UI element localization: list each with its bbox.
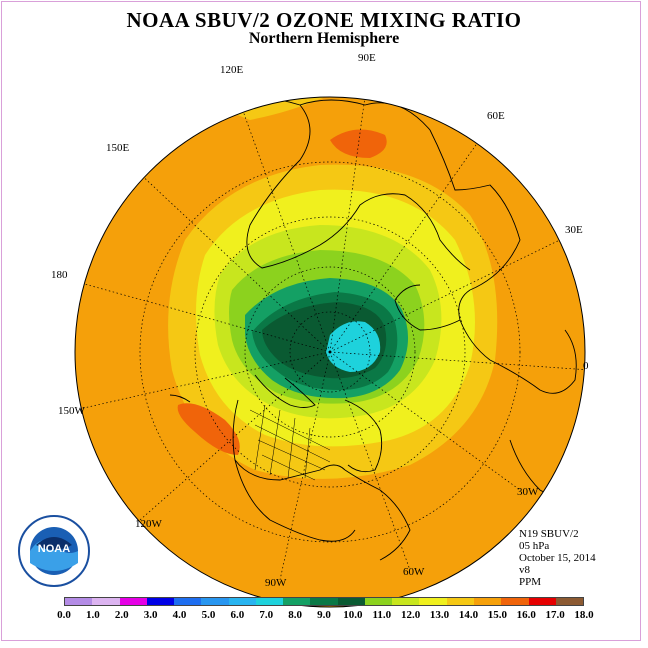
colorbar xyxy=(64,597,584,606)
colorbar-swatch xyxy=(364,598,393,605)
label-0: 0 xyxy=(583,360,589,372)
coastlines xyxy=(169,97,577,561)
colorbar-tick-label: 8.0 xyxy=(288,609,302,621)
colorbar-tick-label: 3.0 xyxy=(143,609,158,621)
label-90w: 90W xyxy=(265,577,287,589)
info-units: PPM xyxy=(519,576,542,588)
colorbar-swatch xyxy=(473,598,502,605)
label-90e: 90E xyxy=(358,52,376,64)
label-150w: 150W xyxy=(58,405,85,417)
field-band-15b xyxy=(177,403,240,455)
map-border xyxy=(74,96,586,608)
logo-text: NOAA xyxy=(38,543,70,555)
label-120w: 120W xyxy=(135,518,162,530)
colorbar-tick-label: 0.0 xyxy=(57,609,71,621)
colorbar-swatch xyxy=(446,598,474,605)
label-150e: 150E xyxy=(106,142,130,154)
colorbar-tick-label: 5.0 xyxy=(201,609,216,621)
colorbar-swatch xyxy=(228,598,256,605)
colorbar-swatch xyxy=(501,598,529,605)
colorbar-tick-label: 4.0 xyxy=(172,609,187,621)
field-band-15a xyxy=(330,129,387,158)
colorbar-swatch xyxy=(419,598,447,605)
info-date: October 15, 2014 xyxy=(519,552,596,564)
colorbar-swatch xyxy=(337,598,365,605)
colorbar-tick-label: 9.0 xyxy=(317,609,331,621)
figure-frame xyxy=(1,1,641,641)
colorbar-tick-label: 12.0 xyxy=(401,609,421,621)
label-120e: 120E xyxy=(220,64,244,76)
colorbar-swatch xyxy=(119,598,147,605)
colorbar-tick-label: 16.0 xyxy=(516,609,536,621)
state-borders xyxy=(249,404,331,481)
colorbar-tick-label: 18.0 xyxy=(574,609,594,621)
colorbar-swatch xyxy=(174,598,202,605)
colorbar-tick-label: 7.0 xyxy=(259,609,274,621)
label-60e: 60E xyxy=(487,110,505,122)
colorbar-swatch xyxy=(92,598,120,605)
info-block: N19 SBUV/2 05 hPa October 15, 2014 v8 PP… xyxy=(519,528,596,588)
label-30e: 30E xyxy=(565,224,583,236)
colorbar-swatch xyxy=(310,598,338,605)
label-180: 180 xyxy=(51,269,68,281)
label-30w: 30W xyxy=(517,486,539,498)
colorbar-tick-label: 1.0 xyxy=(86,609,100,621)
colorbar-swatch xyxy=(555,598,584,605)
graticule xyxy=(75,97,585,581)
colorbar-tick-label: 14.0 xyxy=(458,609,479,621)
colorbar-swatch xyxy=(392,598,420,605)
colorbar-swatch xyxy=(283,598,311,605)
colorbar-swatch xyxy=(255,598,284,605)
colorbar-tick-label: 10.0 xyxy=(343,609,363,621)
noaa-logo: NOAA xyxy=(18,515,90,587)
colorbar-tick-label: 6.0 xyxy=(230,609,245,621)
colorbar-swatch xyxy=(65,598,93,605)
colorbar-tick-label: 11.0 xyxy=(372,609,392,621)
info-pressure: 05 hPa xyxy=(519,540,550,552)
page-subtitle: Northern Hemisphere xyxy=(248,30,400,47)
colorbar-tick-label: 13.0 xyxy=(429,609,450,621)
info-instrument: N19 SBUV/2 xyxy=(519,528,579,540)
colorbar-tick-label: 15.0 xyxy=(487,609,507,621)
colorbar-swatch xyxy=(146,598,175,605)
colorbar-swatch xyxy=(201,598,229,605)
colorbar-tick-label: 17.0 xyxy=(545,609,565,621)
label-60w: 60W xyxy=(403,566,425,578)
colorbar-tick-label: 2.0 xyxy=(114,609,129,621)
colorbar-ticks: 0.0 1.0 2.0 3.0 4.0 5.0 6.0 7.0 8.0 9.0 10.0 11.0 12… xyxy=(50,609,610,623)
info-version: v8 xyxy=(519,564,530,576)
colorbar-swatch xyxy=(528,598,556,605)
page-title: NOAA SBUV/2 OZONE MIXING RATIO xyxy=(126,8,522,32)
